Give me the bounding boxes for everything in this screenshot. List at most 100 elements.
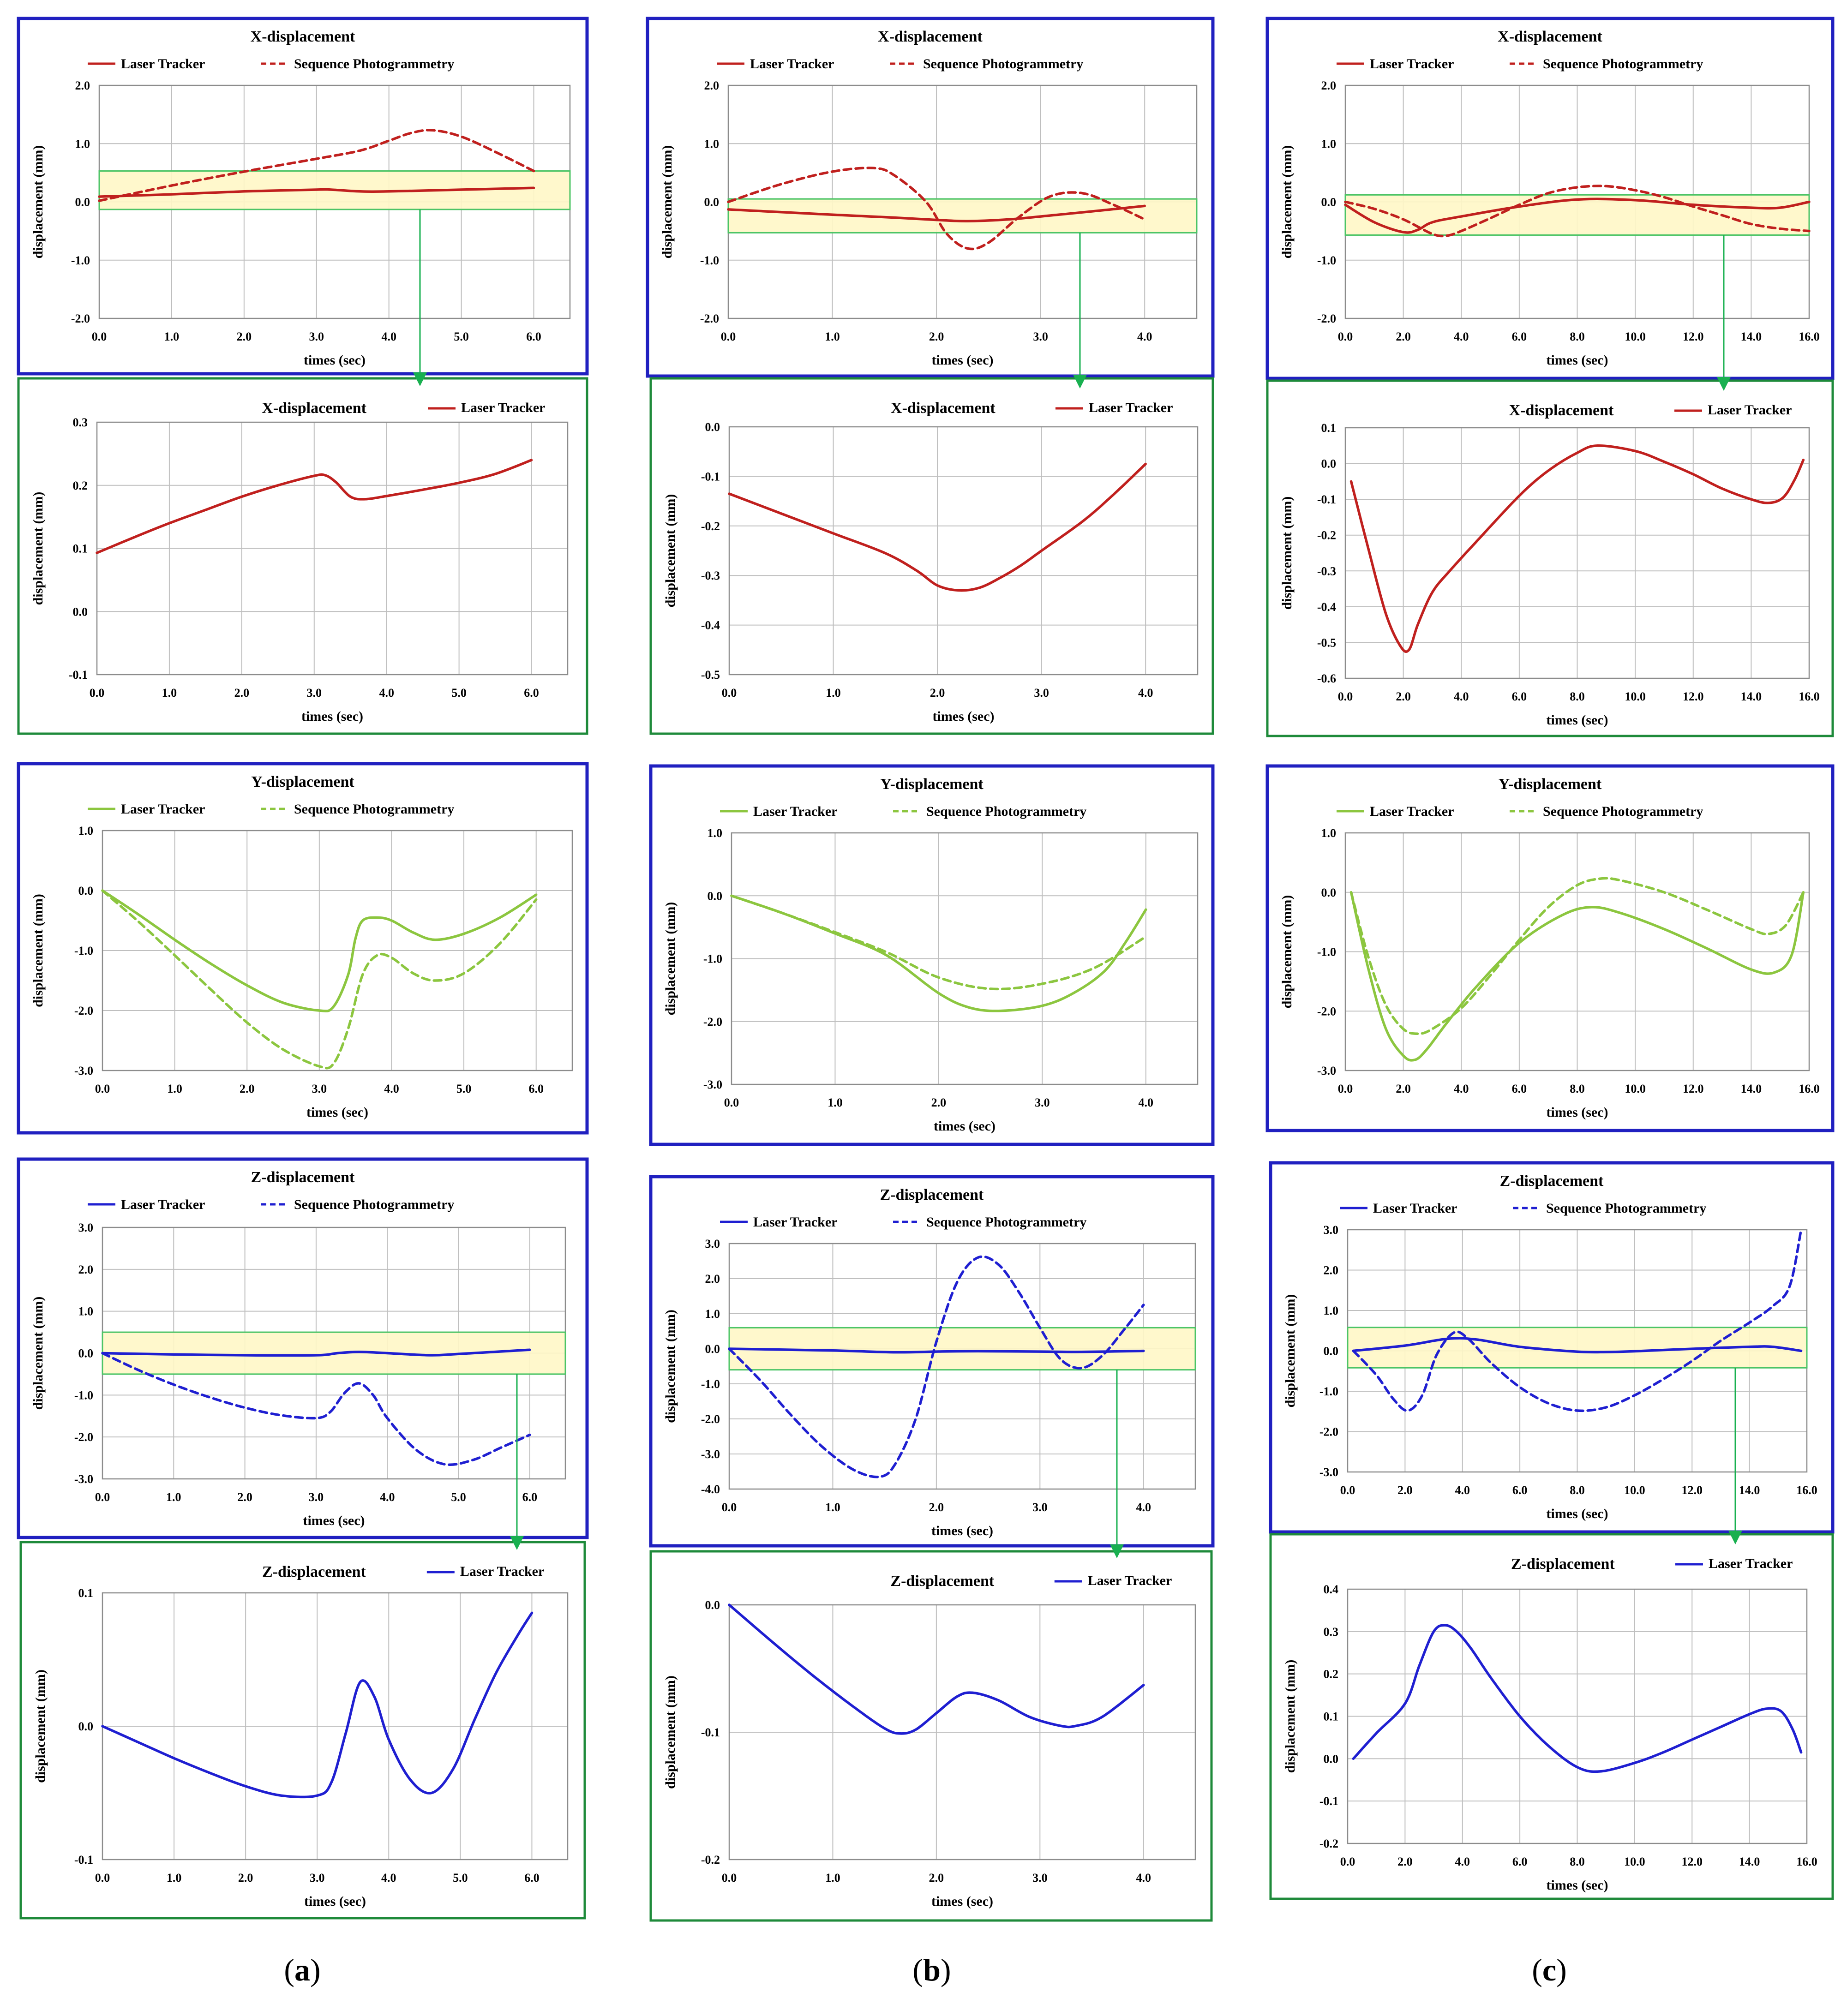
x-tick-label: 1.0	[162, 686, 177, 700]
y-axis-label: displacement (mm)	[663, 1675, 678, 1789]
x-tick-label: 4.0	[1137, 330, 1152, 343]
x-tick-label: 6.0	[1512, 1484, 1528, 1497]
x-tick-label: 14.0	[1741, 330, 1762, 343]
y-axis-label: displacement (mm)	[1279, 497, 1295, 610]
x-tick-label: 0.0	[724, 1096, 739, 1109]
x-axis-label: times (sec)	[931, 1894, 993, 1909]
x-axis-label: times (sec)	[1546, 1878, 1608, 1893]
x-tick-label: 4.0	[1138, 686, 1153, 700]
y-tick-label: -2.0	[703, 1015, 722, 1029]
x-tick-label: 14.0	[1741, 690, 1762, 703]
y-tick-label: 0.1	[1321, 421, 1337, 435]
x-tick-label: 4.0	[1136, 1871, 1151, 1884]
chart-title: Z-displacement	[1511, 1555, 1615, 1573]
x-tick-label: 3.0	[310, 1871, 325, 1884]
x-tick-label: 14.0	[1741, 1082, 1762, 1095]
x-tick-label: 1.0	[825, 1501, 840, 1514]
series-line-photogrammetry	[101, 889, 538, 1070]
chart-b-z-zoom: 0.0 1.0 2.0 3.0 4.0 -0.2 -0.1 0.0 times (sec) dis…	[649, 1550, 1213, 1922]
series-line-laser-tracker	[728, 1347, 1145, 1354]
plot-area	[1344, 427, 1810, 679]
x-tick-label: 1.0	[825, 1871, 840, 1884]
x-tick-label: 4.0	[1455, 1855, 1470, 1868]
x-tick-label: 1.0	[828, 1096, 843, 1109]
x-tick-label: 0.0	[1338, 330, 1353, 343]
y-tick-label: -2.0	[1319, 1425, 1338, 1439]
x-axis-label: times (sec)	[934, 1119, 995, 1134]
x-tick-label: 8.0	[1570, 1082, 1585, 1095]
legend-label-laser: Laser Tracker	[750, 56, 834, 72]
chart-title: X-displacement	[251, 28, 355, 45]
plot-area	[728, 1604, 1196, 1860]
legend-label-laser: Laser Tracker	[121, 56, 205, 72]
x-tick-label: 10.0	[1624, 1484, 1645, 1497]
x-tick-label: 2.0	[238, 1871, 253, 1884]
x-tick-label: 10.0	[1625, 330, 1646, 343]
series-line-laser-tracker	[728, 462, 1147, 592]
y-tick-label: 3.0	[705, 1237, 720, 1250]
x-axis-label: times (sec)	[303, 1513, 365, 1528]
y-tick-label: 3.0	[78, 1221, 94, 1234]
legend-label-photo: Sequence Photogrammetry	[926, 804, 1086, 819]
y-tick-label: -0.1	[701, 1726, 720, 1739]
y-tick-label: 0.0	[78, 1720, 94, 1733]
y-tick-label: -0.5	[1317, 636, 1336, 649]
x-tick-label: 4.0	[1139, 1096, 1154, 1109]
x-tick-label: 6.0	[1512, 1855, 1528, 1868]
x-tick-label: 4.0	[381, 1871, 396, 1884]
y-tick-label: 0.1	[78, 1586, 94, 1600]
y-tick-label: -0.2	[701, 1853, 720, 1866]
x-tick-label: 6.0	[528, 1082, 544, 1095]
chart-b-x-zoom: 0.0 1.0 2.0 3.0 4.0 -0.5 -0.4 -0.3 -0.2 -0.1 0.0 ti…	[649, 377, 1214, 735]
series-line-photogrammetry	[98, 129, 535, 202]
x-tick-label: 4.0	[1454, 1082, 1469, 1095]
highlight-band	[1344, 194, 1810, 236]
x-tick-label: 12.0	[1683, 690, 1704, 703]
x-tick-label: 2.0	[929, 1501, 944, 1514]
y-tick-label: -1.0	[71, 254, 90, 267]
x-tick-label: 4.0	[380, 1490, 395, 1504]
x-tick-label: 2.0	[237, 1490, 252, 1504]
legend-label-laser: Laser Tracker	[753, 804, 837, 819]
x-tick-label: 12.0	[1683, 1082, 1704, 1095]
x-tick-label: 3.0	[1034, 686, 1049, 700]
y-axis-label: displacement (mm)	[663, 494, 678, 608]
series-line-laser-tracker	[96, 459, 533, 554]
y-axis-label: displacement (mm)	[30, 492, 46, 605]
series-line-laser-tracker	[728, 1603, 1145, 1735]
series-line-photogrammetry	[101, 1352, 531, 1466]
y-tick-label: 1.0	[1321, 826, 1337, 840]
y-tick-label: 0.0	[1321, 886, 1337, 899]
y-tick-label: -2.0	[74, 1430, 93, 1444]
plot-area	[728, 426, 1199, 676]
y-axis-label: displacement (mm)	[1283, 1660, 1298, 1773]
x-tick-label: 12.0	[1682, 1855, 1703, 1868]
x-tick-label: 16.0	[1796, 1484, 1817, 1497]
x-tick-label: 8.0	[1570, 1855, 1585, 1868]
x-tick-label: 1.0	[164, 330, 180, 343]
x-tick-label: 0.0	[95, 1490, 110, 1504]
x-tick-label: 16.0	[1799, 1082, 1820, 1095]
x-axis-label: times (sec)	[304, 353, 366, 368]
y-tick-label: 0.3	[73, 416, 88, 429]
legend-label-photo: Sequence Photogrammetry	[1543, 56, 1703, 72]
y-tick-label: 0.2	[1324, 1668, 1339, 1681]
series-line-laser-tracker	[98, 186, 535, 198]
series-line-laser-tracker	[1352, 1624, 1803, 1773]
legend-label-laser: Laser Tracker	[1370, 804, 1454, 819]
chart-a-y: 0.0 1.0 2.0 3.0 4.0 5.0 6.0 -3.0 -2.0 -1.0 0.0 1.0 t…	[17, 762, 589, 1135]
x-tick-label: 1.0	[826, 686, 841, 700]
x-tick-label: 2.0	[234, 686, 250, 700]
y-tick-label: -2.0	[74, 1004, 93, 1017]
x-tick-label: 12.0	[1682, 1484, 1703, 1497]
x-axis-label: times (sec)	[306, 1105, 368, 1120]
y-tick-label: 0.0	[1321, 457, 1337, 471]
x-tick-label: 4.0	[1455, 1484, 1470, 1497]
x-tick-label: 2.0	[931, 1096, 947, 1109]
x-tick-label: 16.0	[1796, 1855, 1817, 1868]
y-tick-label: -0.3	[701, 569, 720, 582]
y-axis-label: displacement (mm)	[30, 1297, 46, 1410]
chart-title: Z-displacement	[251, 1169, 355, 1186]
